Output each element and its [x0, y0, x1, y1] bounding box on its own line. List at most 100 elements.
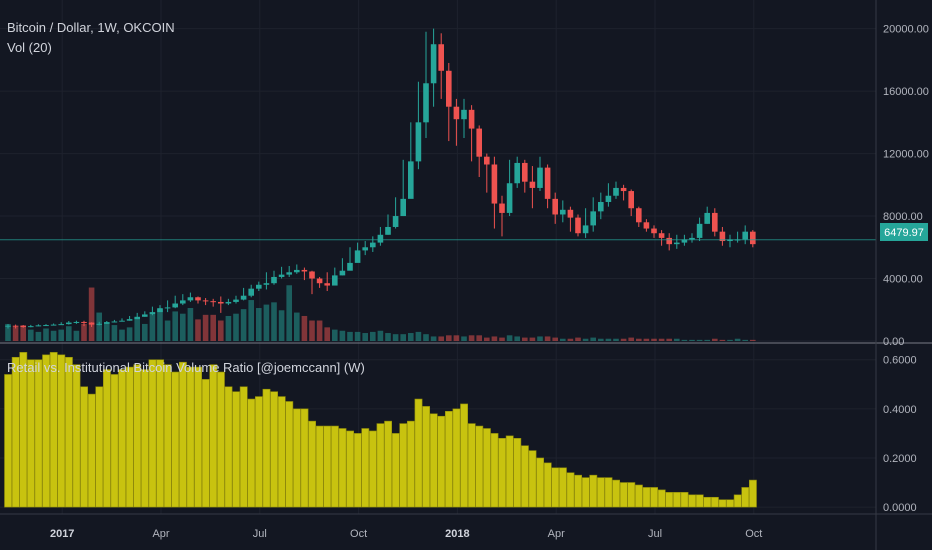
- symbol-title[interactable]: Bitcoin / Dollar, 1W, OKCOIN: [7, 20, 175, 35]
- candle-body: [339, 270, 346, 276]
- candle-body: [598, 201, 604, 212]
- volume-bar: [309, 320, 315, 341]
- volume-bar: [651, 338, 657, 341]
- candle: [582, 208, 589, 238]
- ratio-bar: [292, 408, 301, 508]
- candle: [164, 300, 171, 313]
- ratio-bar: [452, 408, 461, 508]
- ratio-bar: [194, 366, 202, 508]
- ratio-bar: [695, 494, 704, 508]
- volume-bar: [712, 338, 718, 341]
- ratio-bar: [688, 494, 696, 508]
- volume-bar: [58, 329, 64, 341]
- volume-bar: [225, 315, 232, 341]
- volume-bar: [88, 287, 95, 341]
- candle-body: [506, 183, 513, 213]
- candle: [408, 122, 414, 199]
- ratio-bar: [368, 430, 377, 508]
- candle-body: [674, 242, 680, 245]
- ratio-bars: [4, 352, 757, 508]
- candle: [590, 197, 596, 232]
- candle-body: [50, 324, 57, 326]
- candle-body: [491, 164, 498, 204]
- volume-bar: [453, 335, 460, 341]
- candle: [248, 284, 254, 298]
- volume-bar: [142, 323, 148, 341]
- time-tick-label: Oct: [350, 528, 367, 540]
- candle-body: [142, 314, 148, 317]
- candle-body: [392, 216, 399, 227]
- volume-bar: [727, 339, 733, 341]
- candle: [180, 294, 186, 306]
- candle: [643, 219, 650, 232]
- volume-bar: [499, 337, 505, 341]
- candle-body: [704, 212, 710, 224]
- volume-bar: [240, 309, 247, 341]
- candle: [43, 324, 49, 327]
- volume-bar: [126, 327, 133, 341]
- ratio-bar: [672, 492, 681, 508]
- volume-bar: [164, 320, 171, 341]
- volume-bar: [172, 311, 178, 341]
- candle: [324, 272, 330, 292]
- ratio-bar: [57, 354, 66, 508]
- ratio-bar: [118, 369, 126, 508]
- volume-bar: [560, 338, 566, 341]
- ratio-bar: [224, 386, 233, 508]
- candle-body: [385, 226, 391, 235]
- ratio-bar: [429, 413, 438, 508]
- candle-body: [552, 198, 558, 215]
- ratio-bar: [391, 433, 400, 508]
- price-axis[interactable]: 20000.00 16000.00 12000.00 8000.00 4000.00 0.…: [883, 24, 929, 348]
- ratio-bar: [536, 457, 544, 508]
- volume-bar: [149, 314, 156, 341]
- ratio-bar: [596, 477, 605, 508]
- candle: [263, 272, 270, 290]
- volume-bar: [468, 335, 475, 341]
- candle-body: [119, 320, 125, 322]
- ratio-axis[interactable]: 0.6000 0.4000 0.2000 0.0000: [883, 355, 917, 514]
- candle: [339, 258, 346, 276]
- volume-bar: [537, 336, 543, 341]
- ratio-bar: [125, 366, 134, 508]
- indicator-legend[interactable]: Retail vs. Institutional Bitcoin Volume …: [7, 360, 365, 375]
- ratio-bar: [42, 354, 50, 508]
- volume-bar: [522, 337, 528, 341]
- candle: [385, 214, 391, 235]
- candle-body: [582, 225, 589, 234]
- volume-bar: [704, 339, 710, 341]
- volume-legend[interactable]: Vol (20): [7, 40, 52, 55]
- time-axis[interactable]: 2017 Apr Jul Oct 2018 Apr Jul Oct: [50, 528, 762, 540]
- ratio-bar: [72, 364, 81, 508]
- candle-body: [575, 217, 581, 234]
- candle: [240, 287, 247, 301]
- ratio-bar: [239, 386, 248, 508]
- candle: [742, 225, 748, 245]
- candle-body: [240, 295, 247, 300]
- candle: [522, 159, 528, 193]
- ratio-bar: [141, 369, 149, 508]
- candle: [202, 298, 209, 306]
- ratio-bar: [406, 420, 415, 508]
- volume-bar: [491, 336, 498, 341]
- volume-bar: [180, 313, 186, 341]
- ratio-bar: [262, 388, 271, 508]
- ratio-bar: [422, 406, 430, 508]
- candle: [195, 296, 201, 304]
- time-tick-label: Jul: [648, 528, 662, 540]
- candle-body: [301, 269, 308, 272]
- volume-bar: [719, 339, 726, 341]
- volume-bar: [514, 336, 520, 341]
- ratio-bar: [399, 423, 408, 508]
- candle: [218, 296, 224, 313]
- candle-body: [126, 319, 133, 321]
- candle-body: [187, 297, 194, 301]
- ratio-bar: [490, 433, 499, 508]
- volume-bar: [43, 328, 49, 341]
- candle-body: [476, 128, 482, 157]
- candle: [704, 206, 710, 224]
- ratio-bar: [482, 428, 491, 508]
- volume-bar: [248, 300, 254, 341]
- volume-bar: [362, 333, 368, 341]
